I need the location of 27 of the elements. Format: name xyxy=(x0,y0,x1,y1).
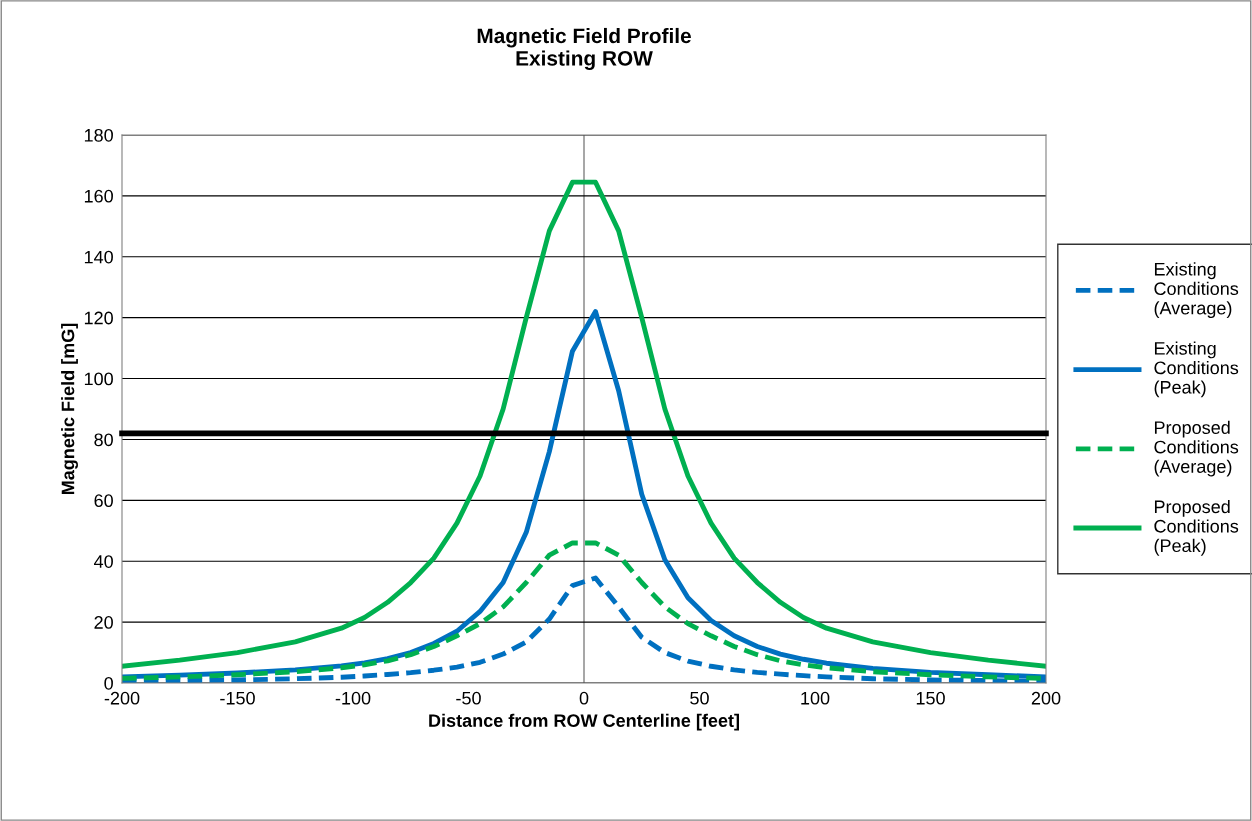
y-tick-label: 160 xyxy=(84,189,113,203)
y-tick-label: 100 xyxy=(84,372,113,386)
y-tick-label: 40 xyxy=(94,555,113,568)
x-tick-label: -200 xyxy=(104,691,140,705)
legend-label: Proposed Conditions (Average) xyxy=(1154,420,1239,477)
y-tick-label: 120 xyxy=(84,311,113,325)
legend-label: Existing Conditions (Peak) xyxy=(1154,341,1239,398)
legend-label: Proposed Conditions (Peak) xyxy=(1154,499,1239,556)
y-tick-label: 80 xyxy=(94,433,113,447)
y-axis-title: Magnetic Field [mG] xyxy=(61,323,78,495)
y-tick-label: 20 xyxy=(94,616,113,629)
x-tick-label: -150 xyxy=(220,691,255,705)
y-tick-label: 140 xyxy=(84,250,113,264)
x-tick-label: 150 xyxy=(916,691,945,705)
legend-label: Existing Conditions (Average) xyxy=(1154,262,1239,319)
x-tick-label: -50 xyxy=(456,691,481,705)
y-tick-label: 180 xyxy=(84,128,113,142)
x-tick-label: 50 xyxy=(690,691,709,705)
chart-title: Magnetic Field Profile Existing ROW xyxy=(477,27,691,70)
x-tick-label: 100 xyxy=(801,691,830,705)
x-tick-label: 200 xyxy=(1031,691,1061,705)
y-tick-label: 60 xyxy=(94,494,113,508)
x-axis-title: Distance from ROW Centerline [feet] xyxy=(429,713,739,731)
line-series xyxy=(122,179,1046,669)
x-tick-label: 0 xyxy=(579,691,589,705)
y-tick-label: 0 xyxy=(104,676,113,690)
x-tick-label: -100 xyxy=(335,691,371,705)
